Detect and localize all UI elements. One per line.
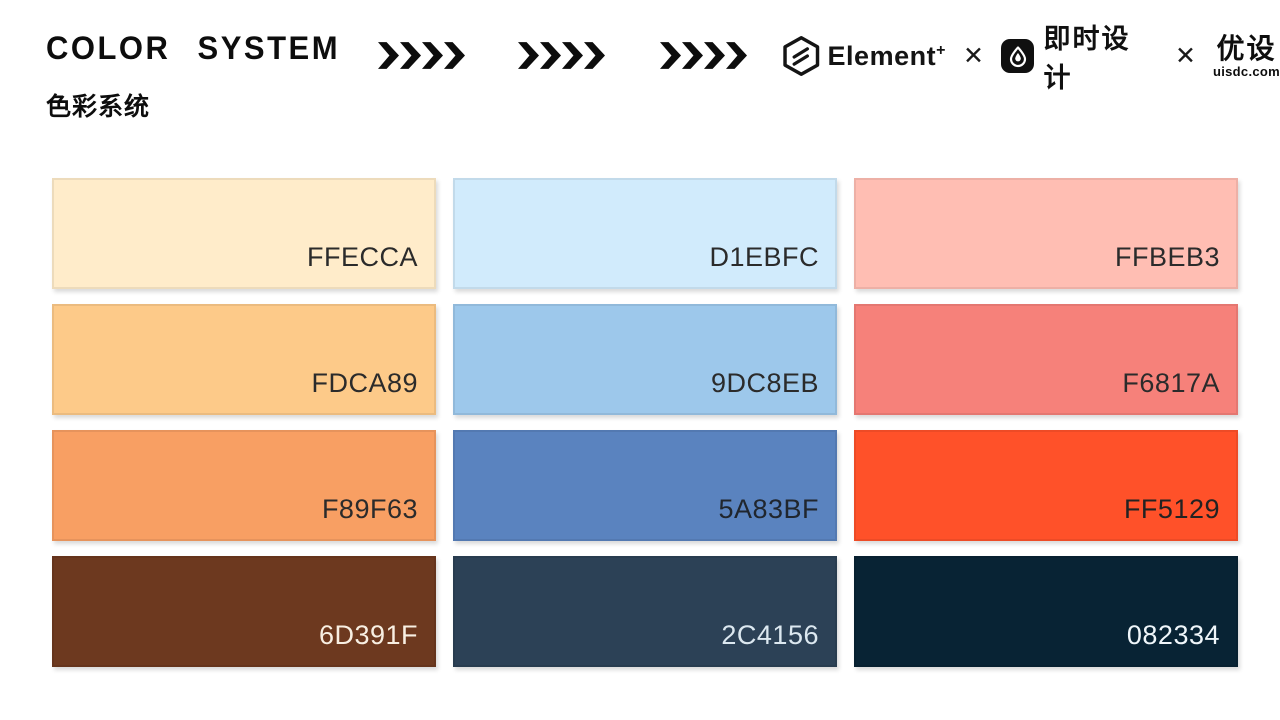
- chevron-icon: [400, 42, 421, 69]
- color-swatch: 9DC8EB: [453, 304, 837, 415]
- swatch-hex-label: FFBEB3: [1114, 242, 1220, 272]
- uisdc-domain-text: uisdc.com: [1213, 63, 1280, 79]
- swatch-hex-label: F6817A: [1122, 368, 1220, 398]
- swatch-hex-label: 2C4156: [721, 620, 819, 650]
- color-swatch: F89F63: [52, 430, 436, 541]
- chevron-icon: [660, 42, 681, 69]
- chevron-icon: [726, 42, 747, 69]
- chevron-icon: [422, 42, 443, 69]
- element-plus-wordmark: Element+: [827, 40, 946, 71]
- chevron-icon: [584, 42, 605, 69]
- chevron-icon: [682, 42, 703, 69]
- uisdc-wordmark: 优设: [1216, 32, 1277, 64]
- swatch-hex-label: F89F63: [321, 494, 418, 524]
- color-swatch: FDCA89: [52, 304, 436, 415]
- brand-bar: Element+ ✕ 即时设计 ✕ 优设 uisdc.com: [783, 24, 1280, 93]
- uisdc-logo: 优设 uisdc.com: [1213, 32, 1280, 79]
- jishi-design-logo-icon: [1000, 39, 1035, 73]
- swatch-hex-label: 5A83BF: [718, 494, 819, 524]
- color-swatch: 5A83BF: [453, 430, 837, 541]
- swatch-hex-label: FF5129: [1123, 494, 1220, 524]
- swatch-hex-label: 6D391F: [318, 620, 418, 650]
- collab-x-separator: ✕: [1175, 41, 1196, 70]
- swatch-hex-label: FFECCA: [307, 242, 418, 272]
- color-swatch: 6D391F: [52, 556, 436, 667]
- chevron-icon: [704, 42, 725, 69]
- chevron-arrows-group: [518, 42, 605, 69]
- color-swatch: D1EBFC: [453, 178, 837, 289]
- chevron-arrows-group: [660, 42, 747, 69]
- page-subtitle-chinese: 色彩系统: [46, 93, 151, 121]
- color-swatch: 082334: [854, 556, 1238, 667]
- chevron-arrows-group: [378, 42, 465, 69]
- color-swatch: 2C4156: [453, 556, 837, 667]
- chevron-icon: [562, 42, 583, 69]
- color-swatch: FFECCA: [52, 178, 436, 289]
- chevron-icon: [540, 42, 561, 69]
- element-plus-logo-icon: [783, 36, 820, 76]
- collab-x-separator: ✕: [962, 41, 984, 70]
- chevron-icon: [518, 42, 539, 69]
- swatch-hex-label: 9DC8EB: [710, 368, 819, 398]
- plus-superscript: +: [936, 41, 946, 59]
- swatch-hex-label: FDCA89: [311, 368, 418, 398]
- color-swatch: F6817A: [854, 304, 1238, 415]
- palette-grid: FFECCA D1EBFC FFBEB3 FDCA89 9DC8EB F6817A F89F…: [52, 178, 1238, 667]
- chevron-icon: [444, 42, 465, 69]
- swatch-hex-label: 082334: [1126, 620, 1220, 650]
- swatch-hex-label: D1EBFC: [709, 242, 819, 272]
- color-swatch: FF5129: [854, 430, 1238, 541]
- chevron-icon: [378, 42, 399, 69]
- jishi-design-wordmark: 即时设计: [1043, 24, 1131, 93]
- color-swatch: FFBEB3: [854, 178, 1238, 289]
- page-title: COLOR SYSTEM: [46, 30, 341, 67]
